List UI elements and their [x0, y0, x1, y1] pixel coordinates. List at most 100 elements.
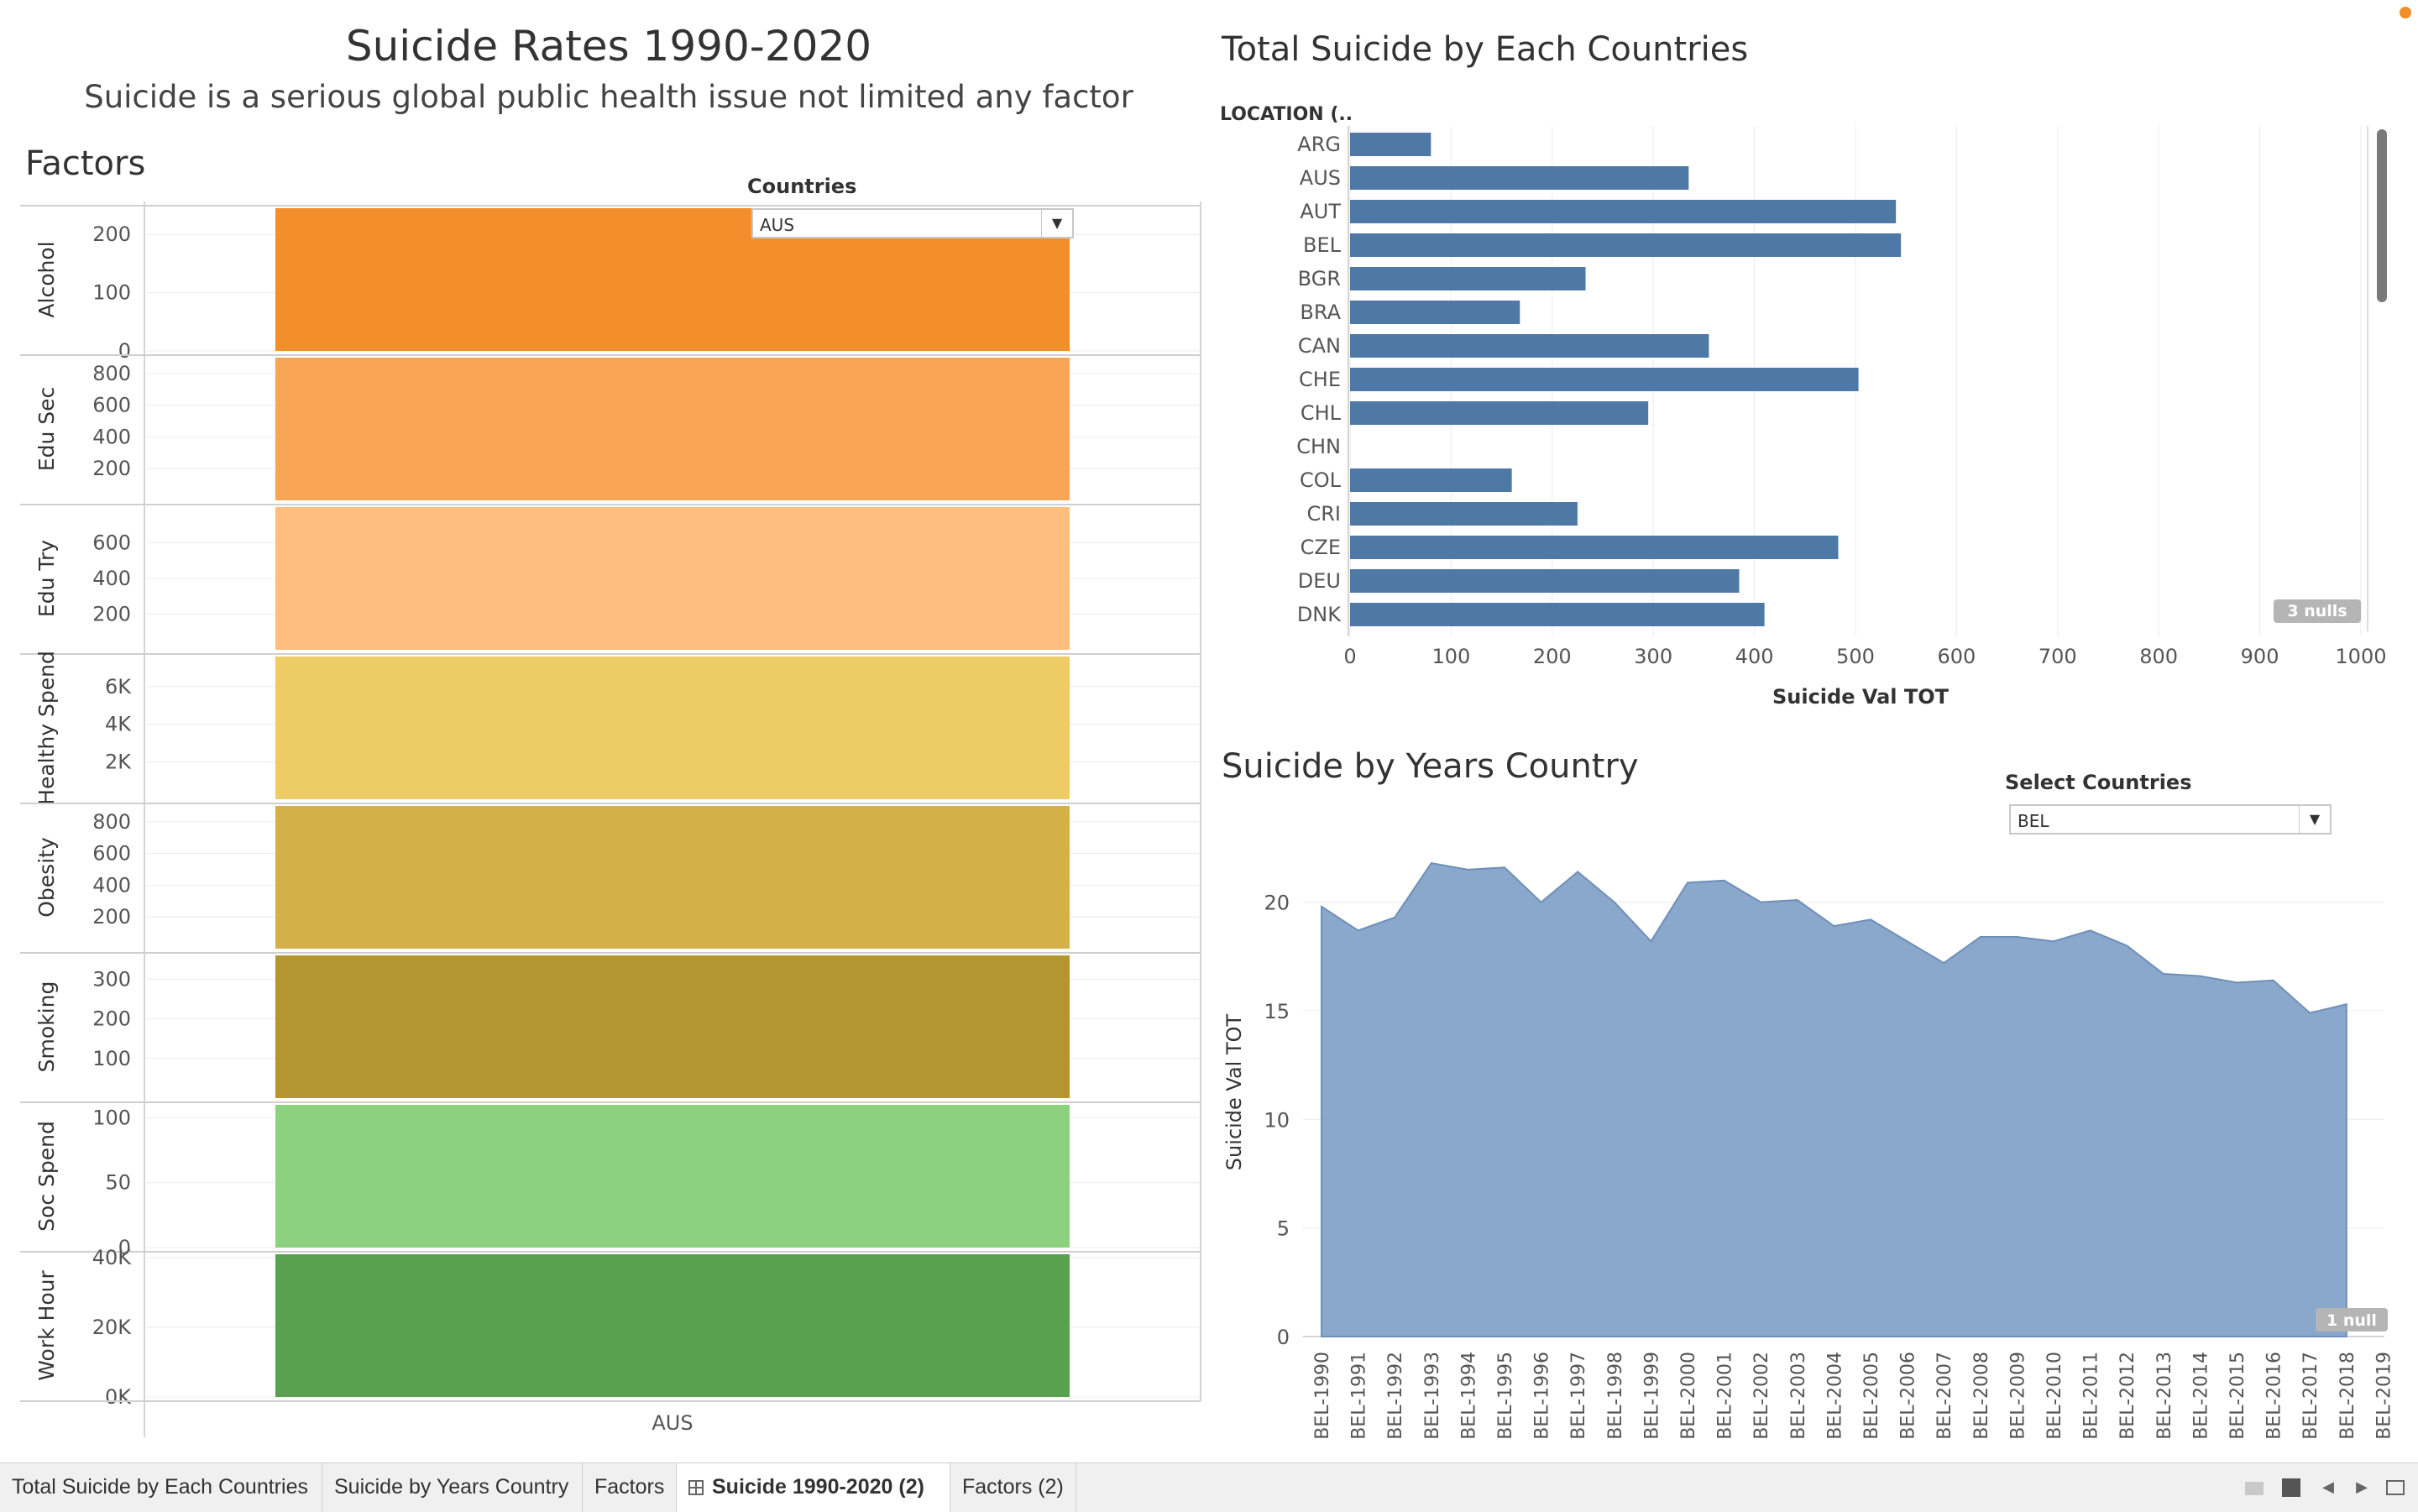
- x-tick-label: BEL-2016: [2264, 1352, 2285, 1440]
- x-tick-label: BEL-2018: [2337, 1352, 2358, 1440]
- x-tick-label: 900: [2241, 645, 2279, 668]
- x-tick-label: 800: [2139, 645, 2178, 668]
- dashboard-grid-icon: [688, 1480, 704, 1495]
- y-tick-label: AUS: [1300, 166, 1341, 190]
- y-tick-label: DEU: [1298, 569, 1341, 593]
- tab-total-suicide[interactable]: Total Suicide by Each Countries: [0, 1463, 322, 1512]
- x-tick-label: BEL-2009: [2007, 1352, 2028, 1440]
- y-tick-label: 200: [92, 905, 131, 929]
- y-tick-label: 50: [105, 1171, 131, 1195]
- x-tick-label: 0: [1343, 645, 1356, 668]
- x-tick-label: BEL-1997: [1568, 1352, 1589, 1440]
- presentation-mode-icon[interactable]: [2386, 1480, 2405, 1495]
- bar-chl: [1350, 401, 1649, 425]
- nulls-badge-text: 3 nulls: [2287, 602, 2347, 620]
- y-tick-label: 100: [92, 281, 131, 305]
- bar-bgr: [1350, 267, 1586, 290]
- x-tick-label: BEL-1999: [1641, 1352, 1662, 1440]
- bar-aut: [1350, 200, 1897, 223]
- y-tick-label: 400: [92, 425, 131, 448]
- y-tick-label: 5: [1277, 1217, 1290, 1241]
- area-series: [1321, 862, 2347, 1337]
- y-tick-label: 0: [118, 1236, 131, 1259]
- sheet-tab-bar: Total Suicide by Each Countries Suicide …: [0, 1462, 2418, 1512]
- countries-filter-dropdown[interactable]: AUS ▼: [751, 208, 1074, 238]
- tab-label: Factors: [594, 1475, 665, 1499]
- x-tick-label: BEL-1994: [1458, 1352, 1479, 1440]
- y-tick-label: 800: [92, 362, 131, 385]
- y-tick-label: 600: [92, 531, 131, 555]
- bar-can: [1350, 334, 1709, 358]
- y-tick-label: 6K: [105, 675, 132, 698]
- dashboard-title: Suicide Rates 1990-2020: [345, 22, 872, 71]
- panel-label: Edu Try: [34, 540, 59, 617]
- bar-cze: [1350, 536, 1839, 559]
- panel-label: Edu Sec: [34, 387, 59, 471]
- sheet-sorter-icon[interactable]: [2245, 1482, 2264, 1495]
- x-tick-label: 700: [2039, 645, 2077, 668]
- y-tick-label: 0K: [105, 1385, 132, 1409]
- x-tick-label: 100: [1431, 645, 1470, 668]
- x-tick-label: BEL-2005: [1861, 1352, 1882, 1440]
- totals-title: Total Suicide by Each Countries: [1222, 30, 1749, 69]
- tab-suicide-1990-2020-2[interactable]: Suicide 1990-2020 (2): [677, 1463, 950, 1512]
- x-tick-label: BEL-1990: [1312, 1352, 1333, 1440]
- factor-bar-edu-try: [275, 507, 1070, 650]
- select-countries-dropdown[interactable]: BEL ▼: [2009, 804, 2332, 834]
- years-chart: 0 5 10 15 20 BEL-1990 BEL-1991 BEL-1992 BEL-1993…: [1222, 862, 2394, 1440]
- x-tick-label: BEL-1991: [1349, 1352, 1370, 1440]
- x-tick-label: BEL-1998: [1605, 1352, 1626, 1440]
- y-tick-label: CAN: [1298, 334, 1341, 358]
- chevron-right-icon[interactable]: ▶: [2356, 1478, 2368, 1496]
- factors-chart: 0 100 200 Alcohol 200 400 600 800 Edu Sec 200 400 6…: [20, 201, 1201, 1437]
- y-tick-label: 200: [92, 603, 131, 626]
- chevron-down-icon[interactable]: ▼: [2299, 806, 2330, 833]
- y-tick-label: 20K: [92, 1316, 133, 1339]
- filmstrip-icon[interactable]: [2282, 1478, 2300, 1497]
- tab-factors[interactable]: Factors: [583, 1463, 677, 1512]
- x-tick-label: BEL-1993: [1422, 1352, 1443, 1440]
- y-tick-label: 10: [1264, 1108, 1290, 1132]
- y-tick-label: 400: [92, 567, 131, 590]
- x-tick-label: BEL-2017: [2300, 1352, 2321, 1440]
- x-tick-label: BEL-1992: [1385, 1352, 1406, 1440]
- bar-aus: [1350, 166, 1689, 190]
- chevron-down-icon[interactable]: ▼: [1041, 210, 1072, 237]
- panel-label: Smoking: [34, 981, 59, 1073]
- null-badge-text: 1 null: [2326, 1311, 2377, 1330]
- y-tick-label: BRA: [1300, 301, 1341, 324]
- factors-title: Factors: [25, 144, 146, 183]
- factor-bar-healthy-spend: [275, 657, 1070, 799]
- tab-factors-2[interactable]: Factors (2): [950, 1463, 1076, 1512]
- x-tick-label: BEL-2014: [2190, 1352, 2211, 1440]
- y-tick-label: 100: [92, 1106, 131, 1129]
- factor-bar-smoking: [275, 955, 1070, 1098]
- totals-chart: 0 100 200 300 400 500 600 700 800 900 1000 LOCATION…: [1220, 104, 2387, 709]
- tab-suicide-by-years[interactable]: Suicide by Years Country: [322, 1463, 583, 1512]
- bar-bel: [1350, 233, 1902, 257]
- x-tick-label: BEL-2007: [1934, 1352, 1955, 1440]
- x-tick-label: BEL-2008: [1971, 1352, 1992, 1440]
- y-tick-label: 15: [1264, 1000, 1290, 1023]
- y-tick-label: COL: [1300, 468, 1342, 492]
- chevron-left-icon[interactable]: ◀: [2322, 1478, 2334, 1496]
- x-tick-label: BEL-2013: [2154, 1352, 2175, 1440]
- y-tick-label: CHL: [1301, 401, 1342, 425]
- bar-che: [1350, 368, 1859, 391]
- y-tick-label: 200: [92, 222, 131, 246]
- x-tick-label: BEL-1996: [1532, 1352, 1553, 1440]
- tab-label: Factors (2): [962, 1475, 1064, 1499]
- x-tick-label: 500: [1836, 645, 1875, 668]
- y-tick-label: 100: [92, 1047, 131, 1070]
- y-tick-label: 0: [1277, 1326, 1290, 1349]
- y-tick-label: 40K: [92, 1246, 133, 1269]
- x-tick-label: 200: [1533, 645, 1572, 668]
- x-tick-label: BEL-2003: [1788, 1352, 1809, 1440]
- y-tick-label: CRI: [1306, 502, 1341, 526]
- status-dot-icon: [2400, 7, 2411, 18]
- y-tick-label: AUT: [1300, 200, 1341, 223]
- y-tick-label: 600: [92, 394, 131, 417]
- y-tick-label: CZE: [1301, 536, 1341, 559]
- y-axis-title: Suicide Val TOT: [1222, 1013, 1246, 1170]
- y-tick-label: BEL: [1303, 233, 1342, 257]
